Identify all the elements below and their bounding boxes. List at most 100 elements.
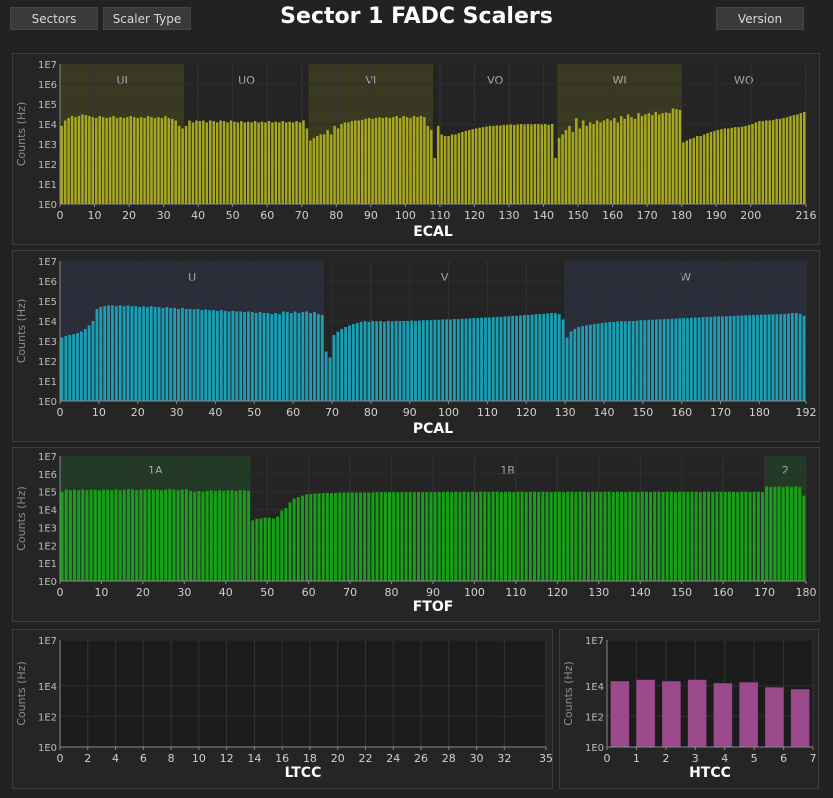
pcal-bar bbox=[748, 315, 752, 401]
ecal-bar bbox=[309, 140, 312, 204]
pcal-bar bbox=[173, 307, 177, 401]
ecal-bar bbox=[654, 111, 658, 204]
ftof-bar bbox=[765, 486, 769, 581]
ecal-bar bbox=[678, 110, 682, 204]
ftof-bar bbox=[777, 486, 781, 581]
ftof-bar bbox=[325, 492, 329, 581]
htcc-panel: 1E0 1E2 1E4 1E7 0 1 2 3 4 5 6 7 Counts (Hz) HTCC bbox=[559, 629, 819, 789]
pcal-bar bbox=[596, 323, 600, 401]
ecal-bar bbox=[744, 125, 747, 204]
ecal-bar bbox=[167, 117, 171, 204]
pcal-bar bbox=[491, 317, 495, 401]
pcal-bar bbox=[402, 321, 406, 401]
pcal-bar bbox=[530, 314, 534, 401]
x-tick-label: 150 bbox=[568, 209, 589, 222]
pcal-bar bbox=[437, 319, 441, 401]
ecal-bar bbox=[447, 136, 450, 204]
x-tick-label: 110 bbox=[505, 586, 526, 599]
ecal-bar bbox=[298, 122, 302, 204]
ftof-bar bbox=[193, 491, 197, 581]
pcal-bar bbox=[161, 307, 165, 401]
ftof-bar bbox=[201, 491, 205, 581]
pcal-bar bbox=[557, 314, 561, 401]
ecal-bar bbox=[374, 117, 378, 204]
ftof-bar bbox=[147, 489, 151, 581]
ftof-bar bbox=[669, 491, 673, 581]
ftof-bar bbox=[375, 492, 379, 581]
pcal-bar bbox=[153, 307, 157, 401]
ftof-bar bbox=[736, 492, 740, 581]
ftof-bar bbox=[60, 491, 64, 581]
ecal-bar bbox=[644, 114, 647, 204]
version-button[interactable]: Version bbox=[716, 7, 804, 30]
pcal-bar bbox=[91, 321, 95, 401]
sectors-button[interactable]: Sectors bbox=[10, 7, 98, 30]
ecal-bar bbox=[412, 116, 416, 204]
pcal-bar bbox=[146, 307, 149, 401]
ecal-bar bbox=[692, 137, 695, 204]
ecal-bar bbox=[70, 116, 74, 204]
ftof-bar bbox=[354, 492, 358, 581]
pcal-bar bbox=[662, 319, 666, 401]
x-tick-label: 30 bbox=[177, 586, 191, 599]
region-label: U bbox=[188, 271, 196, 284]
ecal-bar bbox=[246, 121, 250, 204]
pcal-bar bbox=[767, 314, 771, 401]
pcal-bar bbox=[519, 315, 522, 401]
pcal-bar bbox=[721, 316, 724, 401]
pcal-bar bbox=[701, 317, 705, 401]
region-label: 1B bbox=[500, 464, 515, 477]
ecal-bar bbox=[609, 120, 613, 204]
ecal-bar bbox=[322, 134, 326, 204]
pcal-bar bbox=[503, 316, 507, 401]
ftof-bar bbox=[400, 492, 404, 581]
pcal-bar bbox=[215, 310, 219, 401]
ecal-bar bbox=[316, 136, 319, 204]
pcal-bar bbox=[759, 314, 763, 401]
htcc-bar bbox=[765, 687, 784, 747]
ecal-bar bbox=[205, 122, 209, 204]
region-label: VO bbox=[487, 74, 503, 87]
ecal-bar bbox=[236, 122, 240, 204]
x-tick-label: 180 bbox=[796, 586, 817, 599]
x-tick-label: 140 bbox=[533, 209, 554, 222]
y-tick-label: 1E7 bbox=[38, 636, 57, 647]
ecal-bar bbox=[619, 116, 623, 204]
y-tick-label: 1E1 bbox=[38, 377, 57, 388]
y-tick-label: 1E2 bbox=[38, 541, 57, 552]
ftof-bar bbox=[296, 497, 300, 581]
x-tick-label: 190 bbox=[706, 209, 727, 222]
pcal-bar bbox=[452, 319, 456, 401]
ftof-bar bbox=[64, 489, 68, 581]
ftof-bar bbox=[97, 490, 101, 581]
pcal-bar bbox=[480, 317, 483, 401]
ecal-bar bbox=[395, 116, 398, 204]
x-tick-label: 10 bbox=[192, 752, 206, 765]
ecal-bar bbox=[557, 137, 561, 204]
pcal-bar bbox=[348, 325, 351, 401]
ecal-bar bbox=[340, 124, 343, 204]
y-tick-label: 1E7 bbox=[585, 636, 604, 647]
scaler-type-button[interactable]: Scaler Type bbox=[103, 7, 191, 30]
ecal-bar bbox=[720, 129, 723, 204]
ftof-bar bbox=[309, 493, 313, 581]
ftof-bar bbox=[160, 490, 164, 581]
ecal-bar bbox=[91, 117, 95, 204]
ftof-bar bbox=[176, 490, 180, 581]
ftof-bar bbox=[81, 489, 85, 581]
x-tick-label: 7 bbox=[810, 752, 817, 765]
ecal-bar bbox=[409, 117, 412, 204]
toolbar: Sectors Scaler Type Sector 1 FADC Scaler… bbox=[0, 0, 833, 40]
pcal-bar bbox=[705, 316, 709, 401]
ecal-bar bbox=[616, 122, 620, 204]
ftof-bar bbox=[475, 492, 479, 581]
pcal-bar bbox=[313, 312, 316, 401]
pcal-bar bbox=[740, 315, 744, 401]
pcal-bar bbox=[658, 319, 662, 401]
y-tick-label: 1E3 bbox=[38, 523, 57, 534]
ecal-bar bbox=[226, 122, 229, 204]
pcal-bar bbox=[414, 321, 417, 401]
pcal-bar bbox=[250, 312, 254, 401]
pcal-bar bbox=[697, 317, 701, 401]
ecal-bar bbox=[129, 116, 133, 204]
